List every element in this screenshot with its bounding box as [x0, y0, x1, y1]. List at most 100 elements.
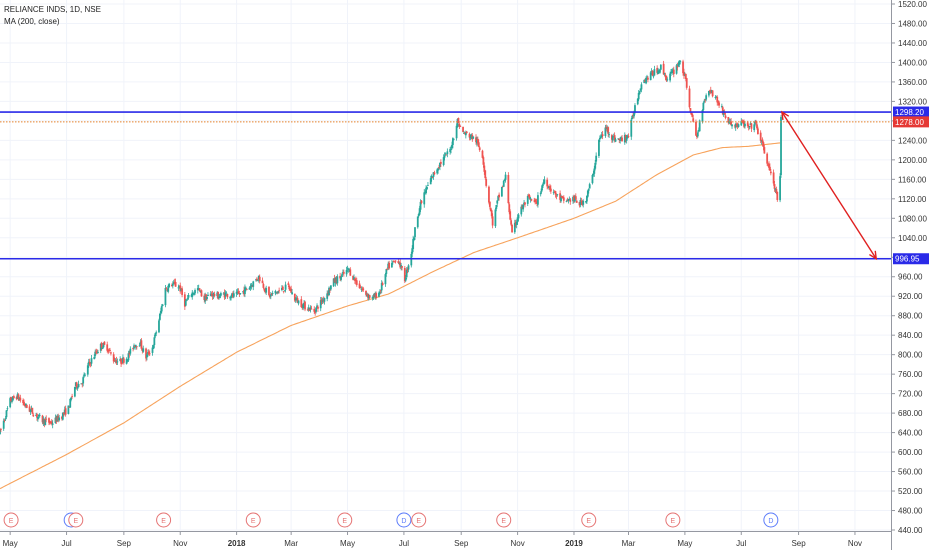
candle — [510, 218, 513, 227]
y-tick-label: 640.00 — [898, 429, 923, 438]
candle — [702, 101, 705, 113]
candle — [96, 349, 98, 355]
candle — [151, 344, 154, 356]
earnings-marker[interactable]: E — [496, 512, 512, 528]
candle — [271, 290, 274, 296]
candle — [296, 296, 299, 304]
y-tick-label: 520.00 — [898, 487, 923, 496]
candle — [656, 65, 659, 75]
candle — [393, 261, 396, 263]
candle — [631, 114, 634, 120]
candle — [406, 266, 409, 274]
candle — [504, 171, 507, 183]
earnings-marker[interactable]: E — [581, 512, 597, 528]
price-tag: 1298.20 — [893, 106, 929, 118]
candle — [62, 412, 65, 417]
dividend-marker[interactable]: D — [396, 512, 412, 528]
candle — [573, 195, 576, 203]
candle — [186, 294, 189, 301]
candle — [426, 186, 428, 190]
candle — [495, 204, 498, 212]
candle — [161, 303, 164, 307]
price-tag: 1278.00 — [893, 116, 929, 128]
candle — [314, 309, 317, 316]
candle — [672, 66, 675, 78]
price-axis[interactable]: 1520.00 1480.00 1440.00 1400.00 1360.00 1320.… — [891, 0, 932, 550]
candle — [278, 287, 281, 294]
earnings-marker[interactable]: E — [411, 512, 427, 528]
candle — [48, 417, 50, 426]
y-tick-label: 600.00 — [898, 448, 923, 457]
candle — [277, 290, 280, 294]
candle — [101, 346, 104, 350]
candle — [429, 175, 432, 185]
y-tick-label: 920.00 — [898, 292, 923, 301]
horizontal-lines[interactable] — [0, 111, 891, 260]
candle — [232, 290, 235, 299]
candle — [94, 349, 97, 359]
candle — [250, 282, 253, 290]
candle — [365, 290, 367, 297]
earnings-marker[interactable]: E — [3, 512, 19, 528]
candle — [160, 304, 163, 314]
candle — [291, 288, 293, 295]
candle — [537, 192, 539, 208]
projection-arrow[interactable] — [781, 111, 877, 260]
candle — [574, 193, 577, 200]
candle — [387, 261, 390, 271]
candle — [226, 293, 229, 299]
candle — [614, 137, 617, 143]
price-tag-label: 1278.00 — [895, 118, 924, 127]
earnings-marker[interactable]: E — [665, 512, 681, 528]
candle — [438, 164, 440, 170]
candle — [683, 72, 686, 77]
candle — [358, 280, 361, 289]
candle — [715, 95, 718, 98]
candle — [469, 134, 472, 141]
candle — [483, 162, 486, 175]
earnings-marker[interactable]: E — [156, 512, 172, 528]
candle — [619, 136, 622, 144]
candle — [178, 285, 181, 289]
candle — [315, 307, 318, 314]
candle — [613, 132, 616, 143]
candle — [533, 197, 536, 203]
dividend-marker[interactable]: D — [763, 512, 779, 528]
arrow-layer[interactable] — [781, 110, 878, 261]
candle — [97, 349, 99, 354]
candle — [769, 163, 771, 171]
earnings-marker[interactable]: E — [245, 512, 261, 528]
candle — [488, 185, 490, 205]
candle — [566, 197, 569, 202]
candle — [29, 409, 32, 415]
candle — [80, 383, 83, 385]
candle — [41, 414, 44, 425]
candle — [345, 266, 348, 277]
candle — [779, 173, 781, 203]
candle — [16, 392, 19, 400]
event-label: E — [416, 518, 421, 525]
earnings-marker[interactable]: E — [68, 512, 84, 528]
candle — [139, 339, 142, 346]
candle — [222, 291, 225, 295]
candle — [125, 357, 128, 365]
candle — [659, 68, 661, 74]
candle — [561, 196, 564, 199]
candle — [647, 76, 649, 83]
candle — [95, 348, 98, 355]
candle — [494, 207, 497, 228]
earnings-marker[interactable]: E — [337, 512, 353, 528]
candle — [685, 77, 688, 90]
candle — [414, 227, 416, 240]
candle — [677, 61, 680, 67]
candle — [24, 403, 27, 409]
time-axis[interactable]: May Jul Sep Nov 2018 Mar May Jul Sep Nov 2019 Mar Ma… — [0, 531, 891, 550]
candle — [735, 122, 738, 128]
candle — [339, 272, 342, 281]
candle — [244, 284, 246, 298]
candle — [766, 152, 769, 166]
candle — [514, 219, 517, 228]
candle — [662, 60, 665, 75]
candle — [308, 307, 311, 312]
